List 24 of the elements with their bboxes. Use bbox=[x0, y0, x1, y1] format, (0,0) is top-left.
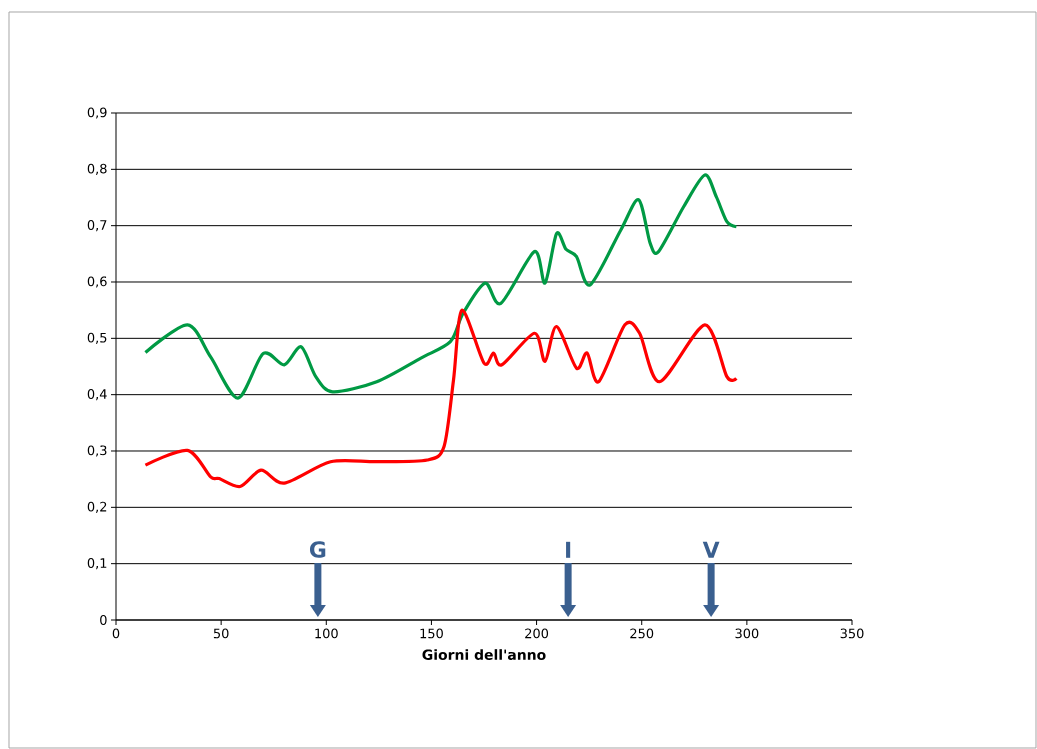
x-tick-label: 250 bbox=[630, 628, 654, 639]
line-series bbox=[143, 308, 738, 489]
y-tick-label: 0,7 bbox=[87, 220, 107, 232]
x-tick-label: 300 bbox=[735, 628, 759, 639]
y-tick-label: 0,1 bbox=[87, 558, 107, 570]
ref-line-label: G bbox=[309, 541, 326, 558]
y-tick-label: 0,6 bbox=[87, 276, 107, 288]
x-tick-label: 50 bbox=[213, 628, 229, 639]
y-tick-label: 0,8 bbox=[87, 163, 107, 175]
x-tick-label: 0 bbox=[112, 628, 120, 639]
x-tick-label: 350 bbox=[840, 628, 864, 639]
y-tick-label: 0,3 bbox=[87, 445, 107, 457]
ref-line-label: V bbox=[702, 541, 720, 558]
x-tick-label: 100 bbox=[315, 628, 338, 639]
y-tick-label: 0,4 bbox=[87, 389, 107, 401]
y-tick-label: 0,5 bbox=[87, 332, 107, 344]
x-axis-title: Giorni dell'anno bbox=[422, 649, 546, 660]
y-tick-label: 0,9 bbox=[87, 107, 107, 119]
ref-line-label: I bbox=[566, 541, 571, 558]
line-series bbox=[143, 173, 738, 400]
x-tick-label: 200 bbox=[525, 628, 549, 639]
x-tick-label: 150 bbox=[420, 628, 443, 639]
y-tick-label: 0,2 bbox=[87, 501, 107, 513]
y-tick-label: 0 bbox=[100, 615, 107, 625]
